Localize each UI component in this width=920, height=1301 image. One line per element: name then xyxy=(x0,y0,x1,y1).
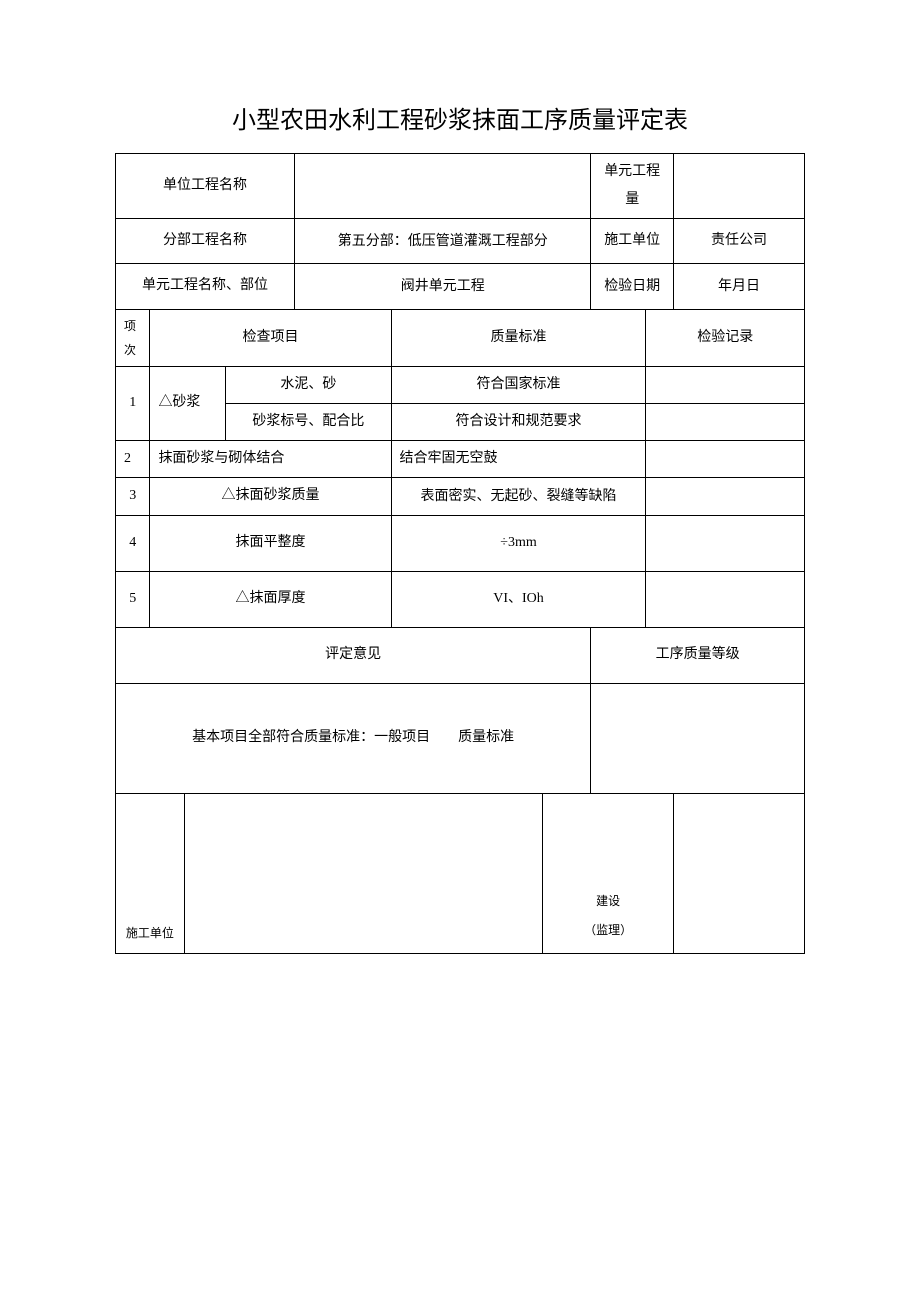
col-rec-label: 检验记录 xyxy=(646,309,805,366)
construction-unit-label: 施工单位 xyxy=(591,219,674,264)
row1-group: △砂浆 xyxy=(150,366,226,440)
row4-item: 抹面平整度 xyxy=(150,515,391,571)
unit-project-name-value xyxy=(295,154,591,219)
row1a-std: 符合国家标准 xyxy=(391,366,646,403)
footer-construction-unit-label: 施工单位 xyxy=(116,793,185,953)
row2-num: 2 xyxy=(116,440,150,477)
row3-item: △抹面砂浆质量 xyxy=(150,477,391,515)
row1a-rec xyxy=(646,366,805,403)
inspect-date-label: 检验日期 xyxy=(591,264,674,309)
row1b-item: 砂浆标号、配合比 xyxy=(226,403,391,440)
unit-project-name-label: 单位工程名称 xyxy=(116,154,295,219)
row2-std: 结合牢固无空鼓 xyxy=(391,440,646,477)
grade-value xyxy=(591,683,805,793)
row3-rec xyxy=(646,477,805,515)
footer-right-line1: 建设 xyxy=(549,887,667,916)
eval-text: 基本项目全部符合质量标准：一般项目 质量标准 xyxy=(116,683,591,793)
footer-right-sign xyxy=(674,793,805,953)
row4-rec xyxy=(646,515,805,571)
row1b-rec xyxy=(646,403,805,440)
row5-std: VI、IOh xyxy=(391,571,646,627)
row3-num: 3 xyxy=(116,477,150,515)
row2-item: 抹面砂浆与砌体结合 xyxy=(150,440,391,477)
row1a-item: 水泥、砂 xyxy=(226,366,391,403)
unit-qty-value xyxy=(674,154,805,219)
sub-project-name-label: 分部工程名称 xyxy=(116,219,295,264)
row5-num: 5 xyxy=(116,571,150,627)
row1b-std: 符合设计和规范要求 xyxy=(391,403,646,440)
eval-opinion-label: 评定意见 xyxy=(116,627,591,683)
inspect-date-value: 年月日 xyxy=(674,264,805,309)
row2-rec xyxy=(646,440,805,477)
construction-unit-value: 责任公司 xyxy=(674,219,805,264)
row3-std: 表面密实、无起砂、裂缝等缺陷 xyxy=(391,477,646,515)
col-seq-label: 项次 xyxy=(116,309,150,366)
grade-label: 工序质量等级 xyxy=(591,627,805,683)
row5-rec xyxy=(646,571,805,627)
footer-construction-unit-sign xyxy=(184,793,542,953)
row1-num: 1 xyxy=(116,366,150,440)
evaluation-table: 单位工程名称 单元工程量 分部工程名称 第五分部：低压管道灌溉工程部分 施工单位… xyxy=(115,153,805,954)
cell-name-pos-value: 阀井单元工程 xyxy=(295,264,591,309)
row5-item: △抹面厚度 xyxy=(150,571,391,627)
col-item-label: 检查项目 xyxy=(150,309,391,366)
col-std-label: 质量标准 xyxy=(391,309,646,366)
footer-right-line2: （监理） xyxy=(549,916,667,945)
unit-qty-label: 单元工程量 xyxy=(591,154,674,219)
row4-std: ÷3mm xyxy=(391,515,646,571)
cell-name-pos-label: 单元工程名称、部位 xyxy=(116,264,295,309)
sub-project-name-value: 第五分部：低压管道灌溉工程部分 xyxy=(295,219,591,264)
row4-num: 4 xyxy=(116,515,150,571)
page-title: 小型农田水利工程砂浆抹面工序质量评定表 xyxy=(115,100,805,135)
footer-right-label: 建设 （监理） xyxy=(543,793,674,953)
